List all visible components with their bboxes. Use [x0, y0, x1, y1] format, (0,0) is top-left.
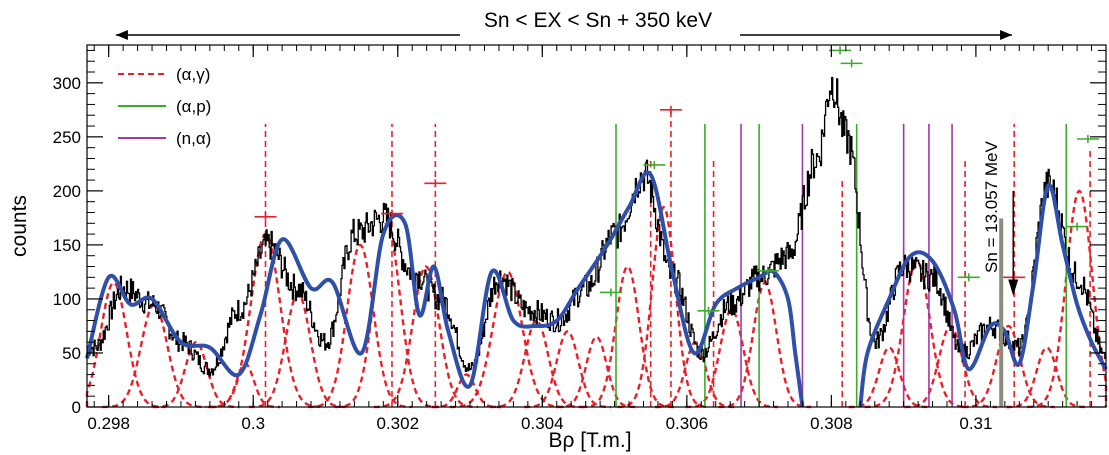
marker-layer	[254, 46, 1099, 315]
y-tick-label: 200	[53, 182, 81, 201]
x-tick-label: 0.31	[959, 414, 992, 433]
legend-n-alpha-label: (n,α)	[176, 129, 211, 148]
x-tick-label: 0.306	[666, 414, 709, 433]
x-tick-label: 0.3	[241, 414, 265, 433]
y-tick-label: 100	[53, 290, 81, 309]
data-histogram	[87, 76, 1107, 377]
x-tick-label: 0.302	[376, 414, 419, 433]
sn-marker-label: Sn = 13.057 MeV	[982, 141, 1001, 274]
plot-frame	[86, 44, 1107, 408]
x-axis: 0.298 0.3 0.302 0.304 0.306 0.308 0.31	[87, 45, 1107, 433]
legend-alpha-p-label: (α,p)	[176, 97, 211, 116]
y-tick-label: 250	[53, 128, 81, 147]
y-tick-label: 0	[72, 398, 81, 417]
range-label-background	[460, 6, 740, 36]
total-fit-layer	[85, 170, 1108, 408]
peak-fit-curve	[718, 281, 812, 409]
peak-fit-curve	[524, 330, 611, 409]
peak-fit-curve	[490, 319, 583, 409]
x-tick-label: 0.298	[87, 414, 130, 433]
total-fit-curve	[85, 170, 805, 408]
peak-fit-curve	[556, 335, 637, 409]
histogram-layer	[87, 76, 1107, 377]
peak-fit-curve	[617, 205, 710, 409]
x-axis-label: Bρ [T.m.]	[548, 429, 631, 452]
legend: (α,γ) (α,p) (n,α)	[118, 65, 211, 148]
peak-fit-curve	[308, 243, 413, 409]
y-tick-label: 300	[53, 74, 81, 93]
y-tick-label: 50	[62, 344, 81, 363]
range-arrow-right-head	[1000, 30, 1013, 40]
legend-alpha-gamma-label: (α,γ)	[176, 65, 210, 84]
peak-fit-curve	[581, 265, 674, 409]
x-tick-label: 0.308	[810, 414, 853, 433]
x-tick-label: 0.304	[521, 414, 564, 433]
range-label: Sn < EX < Sn + 350 keV	[484, 9, 712, 32]
peak-fit-curve	[962, 324, 1055, 409]
y-axis: 0 50 100 150 200 250 300	[53, 49, 1106, 417]
y-axis-label: counts	[8, 195, 31, 257]
peak-fit-curve	[102, 302, 207, 409]
peak-fit-curve	[431, 373, 502, 409]
peak-fit-curve	[373, 265, 479, 409]
sn-arrow-icon	[1008, 279, 1019, 296]
range-arrow-left-head	[115, 30, 128, 40]
y-tick-label: 150	[53, 236, 81, 255]
peak-fit-curve	[152, 340, 240, 409]
sn-marker-layer: Sn = 13.057 MeV	[982, 141, 1019, 407]
range-annotation: Sn < EX < Sn + 350 keV	[115, 6, 1013, 40]
